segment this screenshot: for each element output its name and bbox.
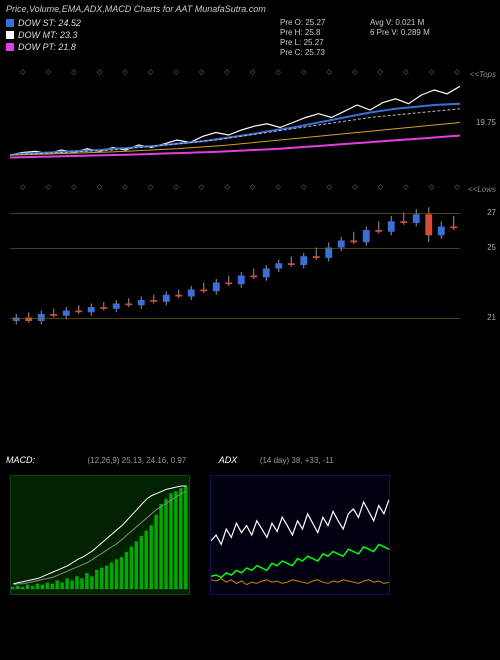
price-panel: <<Lows ◇◇◇◇◇◇◇◇◇◇◇◇◇◇◇◇◇◇ 212527 [0, 195, 500, 335]
price-xticks: ◇◇◇◇◇◇◇◇◇◇◇◇◇◇◇◇◇◇ [10, 183, 470, 191]
ohlc-info: Pre O: 25.27Pre H: 25.8Pre L: 25.27Pre C… [280, 18, 325, 58]
ema-ylabel: 19.75 [476, 118, 496, 127]
price-sidelabel: <<Lows [468, 185, 496, 194]
ema-sidelabel: <<Tops [470, 70, 496, 79]
chart-title: Price,Volume,EMA,ADX,MACD Charts for AAT… [6, 4, 266, 14]
volume-info: Avg V: 0.021 M6 Pre V: 0.289 M [370, 18, 430, 38]
price-svg [10, 195, 460, 335]
adx-label: ADX [219, 455, 238, 465]
ema-svg [10, 80, 460, 180]
indicator-labels: MACD: (12,26,9) 25.13, 24.16, 0.97 ADX (… [6, 455, 334, 465]
legend: DOW ST: 24.52DOW MT: 23.3DOW PT: 21.8 [6, 18, 81, 54]
adx-svg [211, 476, 389, 594]
macd-box [10, 475, 190, 595]
adx-box [210, 475, 390, 595]
macd-label: MACD: [6, 455, 35, 465]
macd-params: (12,26,9) 25.13, 24.16, 0.97 [88, 456, 187, 465]
macd-svg [11, 476, 189, 594]
ema-panel: <<Tops ◇◇◇◇◇◇◇◇◇◇◇◇◇◇◇◇◇◇ 19.75 [0, 80, 500, 180]
adx-params: (14 day) 38, +33, -11 [260, 456, 334, 465]
ema-xticks: ◇◇◇◇◇◇◇◇◇◇◇◇◇◇◇◇◇◇ [10, 68, 470, 76]
